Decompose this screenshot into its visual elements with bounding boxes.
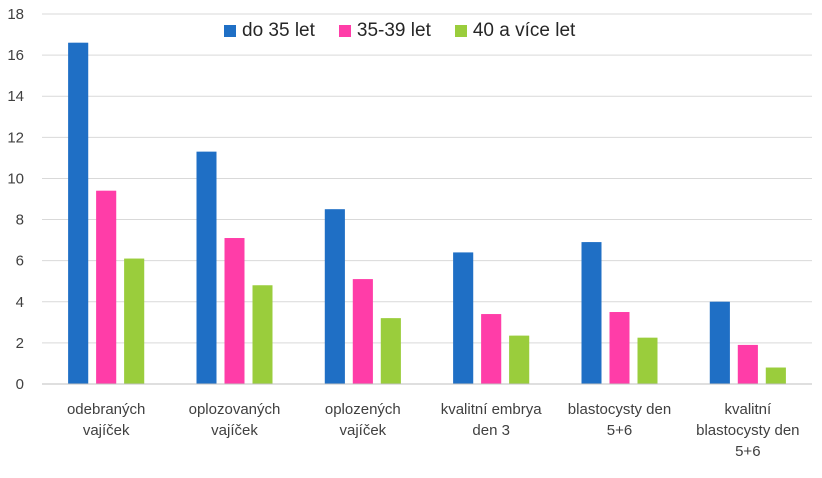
bar-shading [581,242,602,384]
x-category-label: oplozovaných vajíček [189,401,281,439]
y-tick-label: 0 [16,376,24,393]
bar-shading [252,285,273,384]
legend: do 35 let 35-39 let 40 a více let [224,20,599,42]
bar-shading [224,238,245,384]
legend-label-series-0: do 35 let [242,20,315,41]
bar-shading [196,151,217,384]
x-category-label: oplozených vajíček [325,401,401,439]
bar-shading [637,337,658,384]
y-tick-label: 18 [7,6,24,23]
bar-shading [124,258,145,384]
y-tick-label: 2 [16,335,24,352]
bar-shading [453,252,474,384]
bar-shading [68,42,89,385]
bar-shading [324,209,345,384]
legend-item-series-1: 35-39 let [338,20,431,42]
y-tick-label: 14 [7,88,24,105]
bar-shading [709,301,730,384]
x-category-label: kvalitní blastocysty den 5+6 [696,401,799,460]
bar-shading [380,318,401,384]
legend-label-series-2: 40 a více let [472,20,576,41]
legend-swatch-series-2 [454,25,467,37]
bars [68,42,786,385]
bar-shading [509,335,530,384]
x-category-label: odebraných vajíček [67,401,145,439]
x-category-label: kvalitní embrya den 3 [441,401,543,439]
legend-label-series-1: 35-39 let [356,20,431,41]
y-tick-label: 12 [7,129,24,146]
legend-item-series-0: do 35 let [224,20,315,42]
y-tick-label: 16 [7,47,24,64]
y-tick-label: 6 [16,253,24,270]
bar-shading [481,314,502,384]
bar-shading [765,367,786,384]
legend-item-series-2: 40 a více let [454,20,576,42]
x-category-label: blastocysty den 5+6 [568,401,671,439]
bar-shading [609,312,630,384]
x-axis-labels: odebraných vajíček oplozovaných vajíček oplo… [67,401,800,460]
bar-shading [96,190,117,384]
bar-shading [737,344,758,384]
y-axis-ticks: 0 2 4 6 8 10 12 14 16 18 [7,6,24,393]
bar-shading [352,279,373,384]
y-tick-label: 4 [16,294,24,311]
legend-swatch-series-1 [338,25,351,37]
y-tick-label: 8 [16,212,24,229]
gridlines [42,13,812,344]
y-tick-label: 10 [7,170,24,187]
legend-swatch-series-0 [224,25,236,37]
